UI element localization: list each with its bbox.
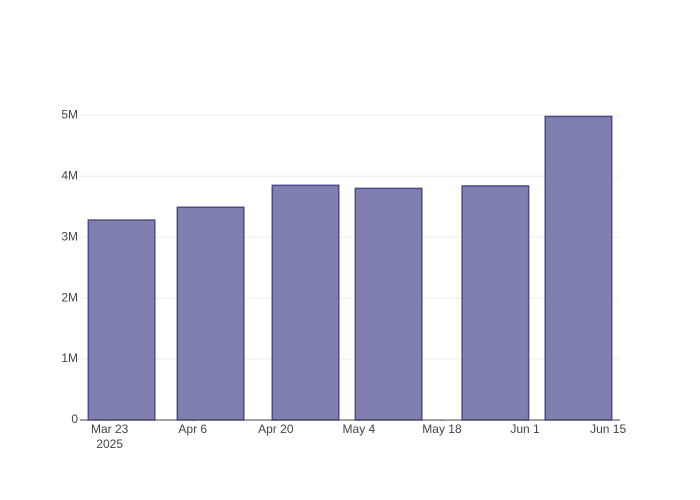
bar <box>271 184 340 421</box>
y-tick-label: 3M <box>61 229 78 243</box>
x-tick-label: Apr 20 <box>258 422 294 436</box>
x-tick-label: Apr 6 <box>178 422 208 436</box>
y-tick-label: 0 <box>71 412 78 426</box>
bar <box>544 115 613 421</box>
x-tick-label: May 18 <box>422 422 462 436</box>
bar <box>354 187 423 421</box>
y-tick-label: 1M <box>61 351 78 365</box>
x-tick-label: Jun 1 <box>510 422 540 436</box>
y-tick-label: 4M <box>61 168 78 182</box>
bar <box>87 219 156 421</box>
x-tick-label: Jun 15 <box>590 422 627 436</box>
bar <box>176 206 245 421</box>
x-tick-label: Mar 23 2025 <box>90 422 129 451</box>
x-tick-label: May 4 <box>342 422 376 436</box>
y-tick-label: 5M <box>61 107 78 121</box>
y-tick-label: 2M <box>61 290 78 304</box>
bar <box>461 185 530 421</box>
